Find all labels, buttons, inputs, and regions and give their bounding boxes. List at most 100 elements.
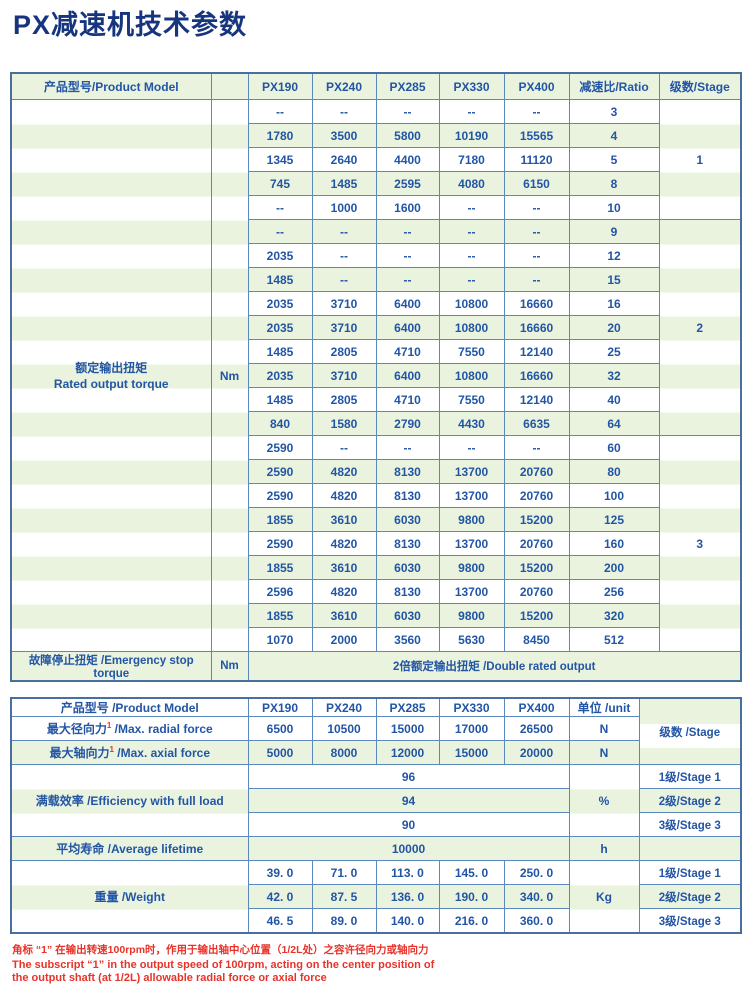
lifetime-value: 10000 <box>247 836 570 861</box>
torque-value: 4820 <box>311 531 377 556</box>
weight-value: 340. 0 <box>503 884 570 909</box>
ratio-value: 9 <box>568 219 660 244</box>
torque-row-ratio-320: 1855 3610 6030 9800 15200 320 <box>11 603 741 628</box>
weight-row: 重量 /Weight 39. 0 71. 0 113. 0 145. 0 250… <box>10 860 742 934</box>
torque-row-ratio-9: -- -- -- -- -- 9 2 <box>11 219 742 436</box>
torque-row-ratio-15: 1485 -- -- -- -- 15 <box>11 267 741 292</box>
weight-value: 250. 0 <box>503 860 570 885</box>
lifetime-row: 平均寿命 /Average lifetime 10000 h <box>10 836 742 861</box>
torque-row-ratio-4: 1780 3500 5800 10190 15565 4 <box>11 123 741 148</box>
torque-value: 2035 <box>247 315 313 340</box>
torque-value: 3610 <box>311 507 377 532</box>
torque-value: 20760 <box>503 459 570 484</box>
torque-value: 2590 <box>247 459 313 484</box>
torque-value: -- <box>438 435 505 460</box>
axial-value: 12000 <box>375 740 440 765</box>
lifetime-stage-cell <box>638 836 742 861</box>
torque-value: 2805 <box>311 387 377 412</box>
torque-value: 13700 <box>438 459 505 484</box>
torque-value: 6030 <box>375 507 440 532</box>
axial-label-en: /Max. axial force <box>113 746 210 760</box>
ratio-value: 125 <box>568 507 660 532</box>
torque-value: -- <box>375 243 440 268</box>
table-header-row: 产品型号/Product Model PX190 PX240 PX285 PX3… <box>10 72 742 100</box>
weight-value: 113. 0 <box>375 860 440 885</box>
torque-value: 9800 <box>438 603 505 628</box>
torque-value: -- <box>438 99 505 124</box>
torque-value: 8450 <box>503 627 570 652</box>
torque-value: -- <box>375 219 440 244</box>
torque-value: 3500 <box>311 123 377 148</box>
torque-value: 7550 <box>438 339 505 364</box>
efficiency-value-stage1: 96 <box>247 764 570 789</box>
torque-value: 15565 <box>503 123 570 148</box>
torque-row-ratio-100: 2590 4820 8130 13700 20760 100 <box>11 483 741 508</box>
torque-label-en: Rated output torque <box>53 376 169 391</box>
stage2-label: 2级/Stage 2 <box>638 788 742 813</box>
stage-group-3: 3 <box>658 435 742 652</box>
axial-value: 20000 <box>503 740 570 765</box>
torque-value: 3560 <box>375 627 440 652</box>
ratio-value: 60 <box>568 435 660 460</box>
torque-value: 1345 <box>247 147 313 172</box>
torque-value: 1485 <box>247 339 313 364</box>
radial-value: 15000 <box>375 716 440 741</box>
weight-value: 216. 0 <box>438 908 505 934</box>
torque-value: -- <box>375 99 440 124</box>
torque-value: 8130 <box>375 531 440 556</box>
stage-group-1: 1 <box>658 99 742 220</box>
torque-value: 4080 <box>438 171 505 196</box>
torque-value: 11120 <box>503 147 570 172</box>
torque-value: -- <box>503 243 570 268</box>
axial-force-label: 最大轴向力1 /Max. axial force <box>10 740 249 765</box>
ratio-value: 4 <box>568 123 660 148</box>
torque-value: 1780 <box>247 123 313 148</box>
radial-force-row: 最大径向力1 /Max. radial force 6500 10500 150… <box>10 716 741 741</box>
page-title: PX减速机技术参数 <box>13 10 248 40</box>
torque-row-ratio-40: 1485 2805 4710 7550 12140 40 <box>11 387 741 412</box>
torque-value: 2595 <box>375 171 440 196</box>
torque-label: 额定输出扭矩 Rated output torque <box>10 99 212 652</box>
torque-value: -- <box>503 99 570 124</box>
ratio-value: 16 <box>568 291 660 316</box>
stage1-label: 1级/Stage 1 <box>638 764 742 789</box>
general-spec-table: 产品型号 /Product Model PX190 PX240 PX285 PX… <box>10 697 742 934</box>
model-header-px285: PX285 <box>375 697 440 717</box>
weight-label: 重量 /Weight <box>10 860 249 934</box>
torque-value: 8130 <box>375 459 440 484</box>
ratio-value: 12 <box>568 243 660 268</box>
torque-value: 4710 <box>375 387 440 412</box>
torque-value: 12140 <box>503 339 570 364</box>
torque-value: 6635 <box>503 411 570 436</box>
torque-value: 7550 <box>438 387 505 412</box>
radial-value: 17000 <box>438 716 505 741</box>
torque-value: -- <box>438 243 505 268</box>
torque-value: 6030 <box>375 555 440 580</box>
torque-value: 4430 <box>438 411 505 436</box>
ratio-value: 100 <box>568 483 660 508</box>
torque-value: 1000 <box>311 195 377 220</box>
model-header-px400: PX400 <box>503 697 570 717</box>
model-header-px330: PX330 <box>438 697 505 717</box>
torque-row-ratio-16: 2035 3710 6400 10800 16660 16 <box>11 291 741 316</box>
radial-label-cn: 最大径向力 <box>46 722 107 736</box>
torque-value: -- <box>311 99 377 124</box>
efficiency-row: 90 3级/Stage 3 <box>11 812 742 837</box>
torque-value: -- <box>503 435 570 460</box>
radial-footnote-marker: 1 <box>106 721 112 730</box>
torque-row-ratio-125: 1855 3610 6030 9800 15200 125 <box>11 507 741 532</box>
torque-value: -- <box>311 243 377 268</box>
efficiency-label: 满载效率 /Efficiency with full load <box>10 764 249 837</box>
torque-value: 7180 <box>438 147 505 172</box>
torque-value: 8130 <box>375 483 440 508</box>
torque-value: 8130 <box>375 579 440 604</box>
torque-value: 10800 <box>438 291 505 316</box>
weight-unit: Kg <box>568 860 640 934</box>
footnote-chinese: 角标 “1” 在输出转速100rpm时，作用于输出轴中心位置（1/2L处）之容许… <box>12 944 429 956</box>
model-header-px190: PX190 <box>247 72 313 100</box>
footnote: 角标 “1” 在输出转速100rpm时，作用于输出轴中心位置（1/2L处）之容许… <box>12 942 434 984</box>
weight-value: 71. 0 <box>311 860 377 885</box>
ratio-value: 10 <box>568 195 660 220</box>
ratio-value: 320 <box>568 603 660 628</box>
